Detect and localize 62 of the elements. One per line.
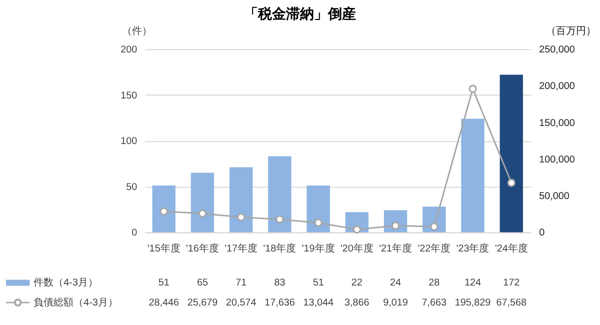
- bar: [461, 118, 484, 232]
- x-tick-label: '19年度: [302, 242, 335, 255]
- y2-tick-label: 200,000: [539, 81, 576, 92]
- bar: [230, 167, 253, 232]
- data-label: 28: [428, 278, 440, 289]
- y2-tick-label: 150,000: [539, 118, 576, 129]
- data-label: 195,829: [454, 298, 492, 309]
- point: [314, 218, 322, 227]
- x-tick-label: '16年度: [186, 242, 219, 255]
- bar: [268, 156, 292, 232]
- data-label: 51: [312, 278, 324, 289]
- data-label: 7,663: [422, 298, 448, 309]
- data-label: 71: [236, 278, 248, 289]
- data-label: 124: [464, 278, 482, 289]
- y-tick-label: 0: [132, 228, 138, 239]
- point: [352, 225, 361, 234]
- chart-title: 「税金滞納」倒産: [244, 5, 356, 22]
- data-label: 28,446: [148, 298, 180, 309]
- bar: [152, 186, 176, 232]
- x-tick-label: '15年度: [147, 242, 180, 255]
- point: [198, 209, 207, 218]
- point: [237, 213, 246, 222]
- point: [507, 178, 516, 187]
- y-tick-label: 50: [126, 182, 138, 193]
- bar: [306, 186, 330, 232]
- data-label: 20,574: [226, 298, 257, 309]
- bar: [190, 172, 214, 232]
- y2-tick-label: 50,000: [539, 191, 570, 202]
- data-label: 9,019: [383, 298, 408, 309]
- data-label: 172: [503, 278, 520, 289]
- data-label: 13,044: [303, 298, 334, 309]
- x-tick-label: '22年度: [418, 242, 451, 255]
- x-tick-label: '18年度: [263, 242, 296, 255]
- y2-tick-label: 0: [539, 228, 546, 239]
- data-label: 67,568: [496, 298, 528, 309]
- point: [430, 222, 438, 231]
- y-tick-label: 200: [120, 44, 138, 56]
- y-tick-label: 150: [120, 90, 138, 102]
- data-label: 51: [158, 278, 170, 289]
- data-label: 25,679: [187, 298, 218, 309]
- data-label: 65: [196, 278, 208, 289]
- point: [160, 207, 168, 216]
- x-tick-label: '23年度: [456, 242, 490, 255]
- data-label: 3,866: [344, 298, 370, 309]
- x-tick-label: '24年度: [494, 242, 528, 255]
- x-tick-label: '20年度: [340, 242, 374, 255]
- point: [276, 215, 284, 224]
- data-label: 22: [351, 278, 362, 289]
- data-label: 83: [274, 278, 286, 289]
- bar: [500, 74, 523, 232]
- x-tick-label: '17年度: [224, 242, 258, 255]
- y-tick-label: 100: [120, 136, 138, 148]
- legend-label: 負債総額（4-3月）: [34, 296, 118, 309]
- data-label: 24: [390, 278, 402, 289]
- point: [468, 84, 477, 93]
- y2-tick-label: 250,000: [539, 44, 576, 56]
- x-tick-label: '21年度: [379, 242, 412, 255]
- data-label: 17,636: [264, 298, 296, 309]
- y-axis-title: （件）: [122, 26, 152, 37]
- y2-tick-label: 100,000: [539, 154, 576, 166]
- y2-axis-title: （百万円）: [546, 26, 596, 37]
- legend-label: 件数（4-3月）: [34, 278, 98, 289]
